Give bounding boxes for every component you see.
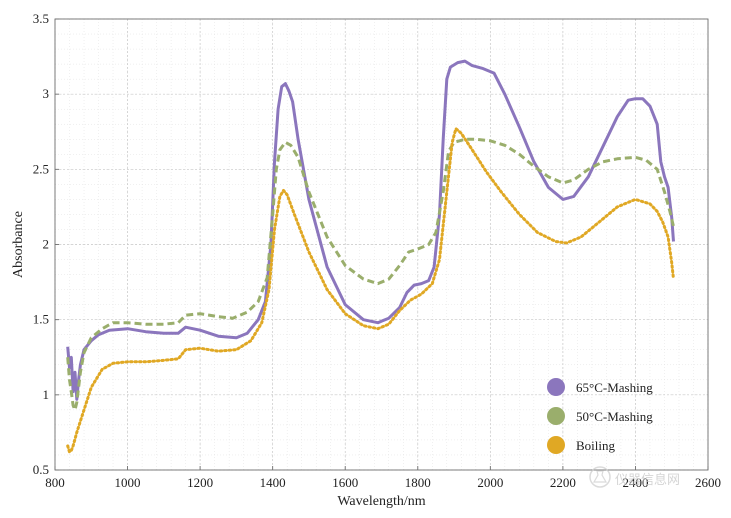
x-tick-label: 1400 <box>260 475 286 490</box>
series-line-2 <box>66 127 675 454</box>
x-axis-title: Wavelength/nm <box>337 494 425 509</box>
watermark-text: 仪器信息网 <box>615 472 680 487</box>
series-line-0 <box>66 59 675 401</box>
x-tick-label: 800 <box>45 475 65 490</box>
y-tick-label: 2 <box>43 237 50 252</box>
x-tick-label: 2200 <box>550 475 576 490</box>
legend-label-1: 50°C-Mashing <box>576 409 653 424</box>
x-tick-label: 2000 <box>477 475 503 490</box>
y-tick-label: 2.5 <box>33 161 49 176</box>
series-lines <box>66 59 675 454</box>
watermark: 仪器信息网 <box>589 466 680 488</box>
legend-marker-1 <box>547 407 565 425</box>
x-tick-label: 2400 <box>622 475 648 490</box>
series-line-1 <box>66 137 675 412</box>
flask-logo-icon <box>589 466 611 488</box>
y-tick-label: 0.5 <box>33 462 49 477</box>
y-tick-label: 1 <box>43 387 50 402</box>
legend-label-0: 65°C-Mashing <box>576 380 653 395</box>
grid <box>54 18 709 471</box>
y-axis-title: Absorbance <box>11 211 26 278</box>
y-tick-label: 3 <box>43 86 50 101</box>
x-tick-label: 1600 <box>332 475 358 490</box>
legend-marker-2 <box>547 436 565 454</box>
x-tick-label: 1200 <box>187 475 213 490</box>
x-tick-label: 1000 <box>115 475 141 490</box>
legend: 65°C-Mashing 50°C-Mashing Boiling <box>547 378 653 454</box>
y-tick-label: 3.5 <box>33 11 49 26</box>
x-tick-label: 1800 <box>405 475 431 490</box>
legend-marker-0 <box>547 378 565 396</box>
y-tick-label: 1.5 <box>33 312 49 327</box>
legend-label-2: Boiling <box>576 438 616 453</box>
axes: 800 1000 1200 1400 1600 1800 2000 2200 2400 2600 0… <box>11 11 721 509</box>
plot-frame <box>54 18 709 471</box>
x-tick-label: 2600 <box>695 475 721 490</box>
